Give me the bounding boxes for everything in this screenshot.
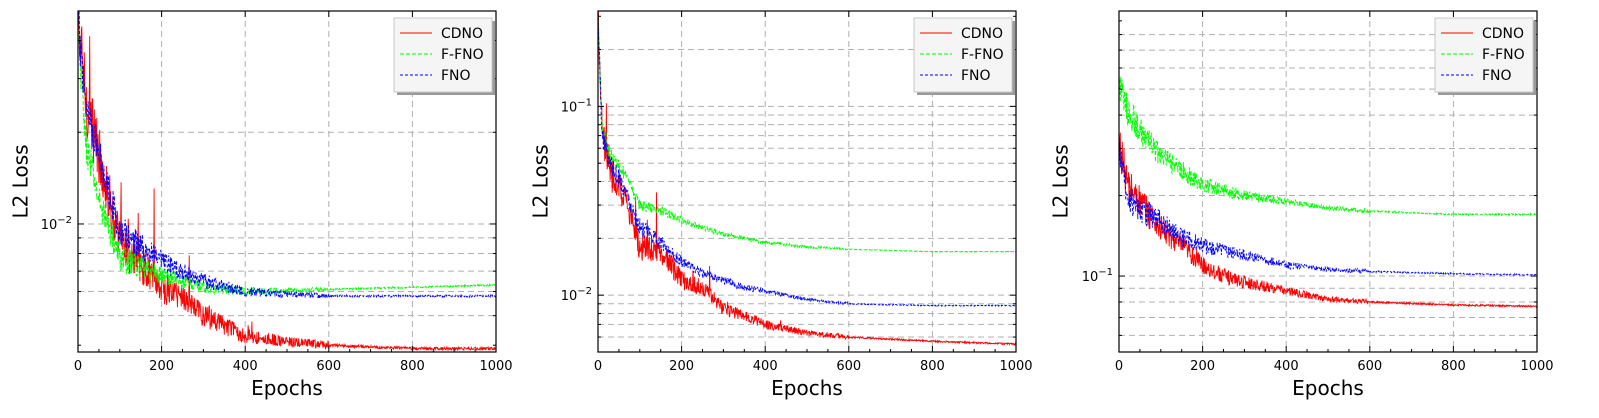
- legend: CDNO F-FNO FNO: [913, 17, 1015, 95]
- x-tick-label: 1000: [1520, 359, 1553, 374]
- legend-box: [1434, 17, 1534, 93]
- x-axis-label: Epochs: [771, 376, 843, 400]
- legend-label: CDNO: [961, 26, 1003, 42]
- series-line-fno: [598, 11, 1016, 308]
- legend-label: FNO: [441, 68, 471, 84]
- y-tick-label: 10−1: [1082, 267, 1113, 285]
- x-tick-label: 400: [753, 359, 778, 374]
- x-tick-label: 0: [594, 359, 602, 374]
- y-axis-label: L2 Loss: [9, 144, 33, 218]
- x-tick-label: 0: [74, 359, 82, 374]
- legend-label: FNO: [961, 68, 991, 84]
- series-line-f-fno: [598, 13, 1016, 253]
- series-line-fno: [78, 11, 496, 300]
- x-tick-label: 800: [1441, 359, 1466, 374]
- x-axis-label: Epochs: [1292, 376, 1364, 400]
- x-tick-label: 400: [233, 359, 258, 374]
- x-tick-label: 200: [1190, 359, 1215, 374]
- y-tick-label: 10−2: [41, 215, 72, 233]
- legend-box: [393, 17, 493, 93]
- y-tick-label: 10−2: [561, 286, 592, 304]
- x-tick-label: 200: [149, 359, 174, 374]
- x-tick-label: 1000: [999, 359, 1032, 374]
- legend-label: CDNO: [1482, 26, 1524, 42]
- series-line-fno: [1119, 140, 1537, 277]
- x-tick-label: 800: [920, 359, 945, 374]
- legend-label: F-FNO: [961, 47, 1004, 63]
- y-axis-label: L2 Loss: [529, 144, 553, 218]
- x-tick-label: 600: [836, 359, 861, 374]
- x-tick-label: 600: [1357, 359, 1382, 374]
- legend-label: F-FNO: [1482, 47, 1525, 63]
- x-axis-label: Epochs: [251, 376, 323, 400]
- x-tick-label: 1000: [479, 359, 512, 374]
- series-line-cdno: [598, 11, 1016, 346]
- legend-label: F-FNO: [441, 47, 484, 63]
- legend-label: CDNO: [441, 26, 483, 42]
- legend: CDNO F-FNO FNO: [1434, 17, 1536, 95]
- legend: CDNO F-FNO FNO: [393, 17, 495, 95]
- x-tick-label: 600: [316, 359, 341, 374]
- legend-label: FNO: [1482, 68, 1512, 84]
- y-tick-label: 10−1: [561, 97, 592, 115]
- series-line-f-fno: [1119, 70, 1537, 217]
- x-tick-label: 800: [400, 359, 425, 374]
- series-line-cdno: [78, 11, 496, 352]
- chart-panel-2: 0 200 400 600 800 1000 10−1 10−2 Epochs L2 Loss CD…: [529, 10, 1033, 400]
- chart-panel-1: 0 200 400 600 800 1000 10−2 Epochs L2 Loss CDNO F-…: [9, 10, 513, 400]
- series-line-f-fno: [78, 33, 496, 296]
- y-axis-label: L2 Loss: [1049, 144, 1073, 218]
- chart-panel-3: 0 200 400 600 800 1000 10−1 Epochs L2 Loss CDNO F-…: [1049, 10, 1554, 400]
- x-tick-label: 0: [1115, 359, 1123, 374]
- series-line-cdno: [1119, 132, 1537, 309]
- x-tick-label: 400: [1274, 359, 1299, 374]
- legend-box: [913, 17, 1013, 93]
- x-tick-label: 200: [669, 359, 694, 374]
